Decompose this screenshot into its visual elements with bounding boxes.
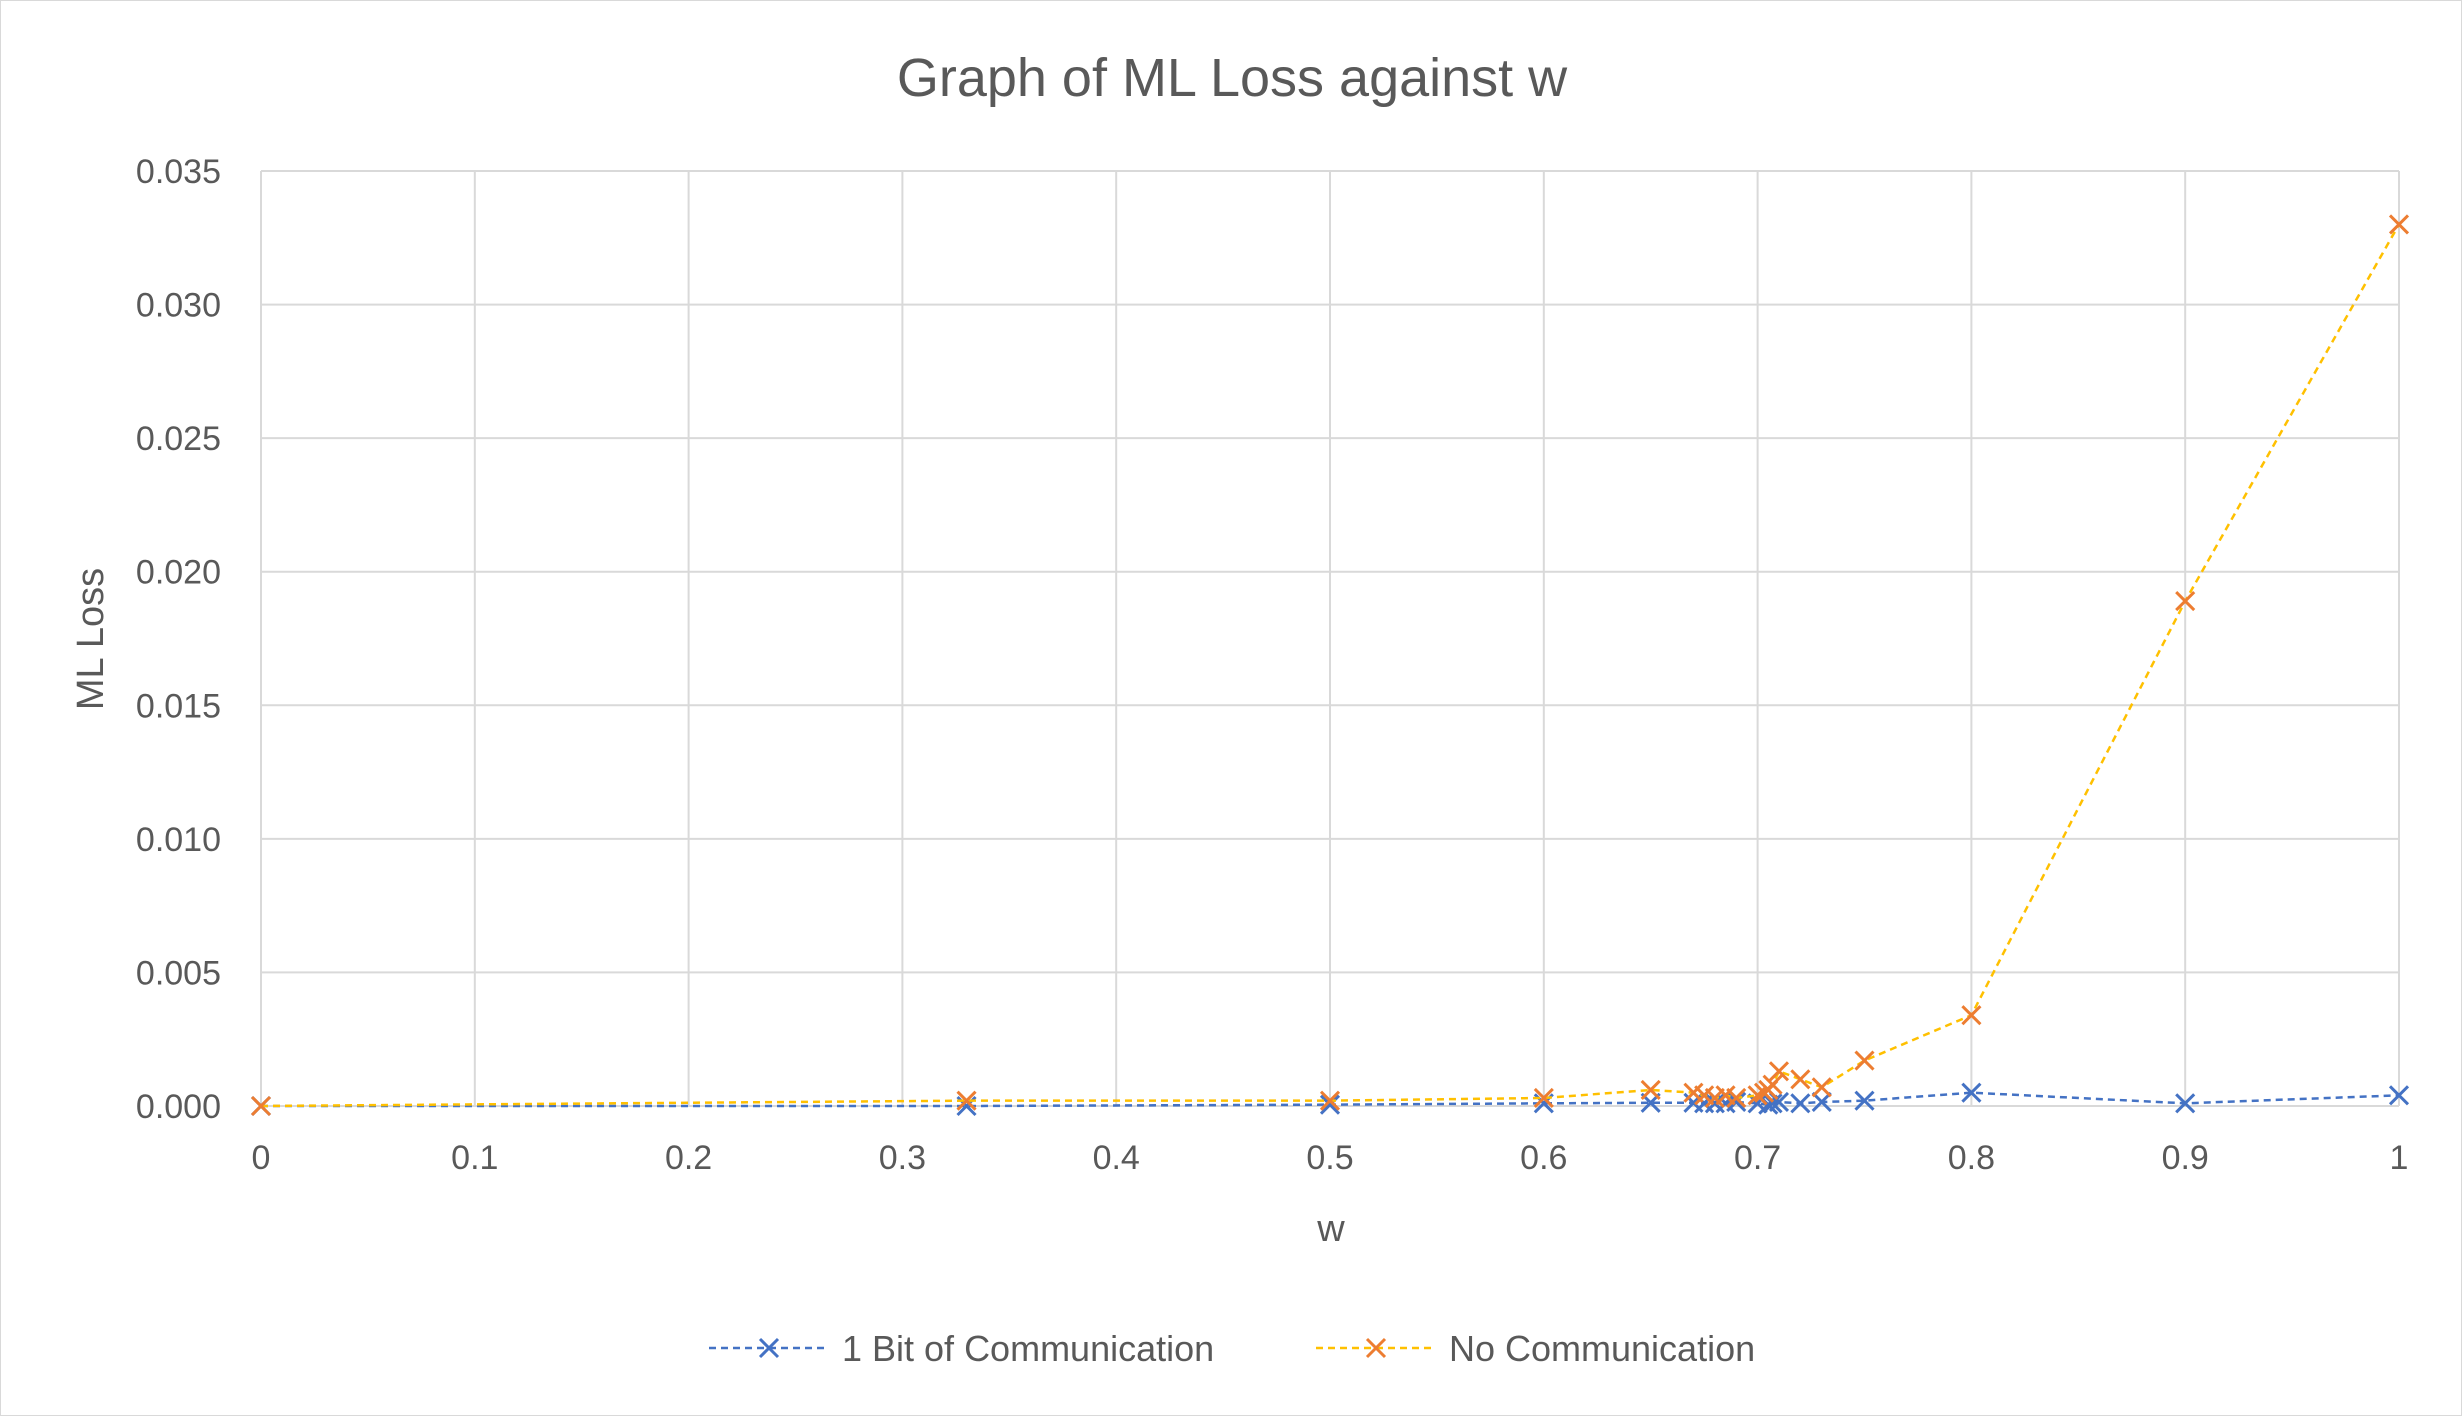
data-point [1854,1050,1875,1071]
legend-label: 1 Bit of Communication [842,1328,1214,1369]
data-point [1747,1085,1768,1106]
marker-stroke [1747,1093,1768,1114]
data-point [250,1095,272,1117]
x-tick-labels: 0 0.1 0.2 0.3 0.4 0.5 0.6 0.7 0.8 0.9 1 [252,1139,2409,1177]
data-point [1640,1079,1661,1101]
x-axis-label: w [1316,1208,1345,1250]
data-point [2388,214,2410,235]
marker-stroke [1365,1337,1387,1359]
marker-stroke [2388,214,2410,235]
marker-stroke [1640,1079,1661,1101]
y-tick-label: 0.005 [136,954,221,992]
data-point [1790,1069,1811,1090]
marker-stroke [250,1095,272,1117]
series-1 [250,214,2410,1117]
data-point [1762,1074,1783,1095]
legend: 1 Bit of Communication No Communication [709,1328,1755,1369]
marker-stroke [1319,1090,1341,1111]
marker-stroke [1790,1093,1811,1114]
legend-item-1: No Communication [1316,1328,1755,1369]
marker-stroke [1715,1085,1736,1106]
data-point [2175,591,2196,612]
data-point [1961,1082,1982,1103]
marker-stroke [1726,1087,1747,1109]
x-tick-label: 0.9 [2162,1139,2209,1177]
marker-stroke [758,1337,780,1359]
marker-stroke [1854,1090,1875,1111]
legend-label: No Communication [1449,1328,1755,1369]
data-point [1768,1061,1790,1082]
series-line [261,1091,2400,1108]
x-tick-label: 0.1 [451,1139,498,1177]
y-tick-label: 0.020 [136,554,221,592]
marker-stroke [1747,1085,1768,1106]
marker-stroke [1790,1069,1811,1090]
marker-stroke [1961,1082,1982,1103]
marker-stroke [1811,1077,1832,1098]
x-tick-label: 0.4 [1093,1139,1140,1177]
data-point [1961,1005,1982,1026]
data-point [956,1090,977,1111]
y-tick-label: 0.035 [136,153,221,191]
marker-stroke [1726,1091,1747,1113]
x-tick-label: 0.7 [1734,1139,1781,1177]
data-point [1533,1087,1554,1109]
data-point [1726,1087,1747,1109]
data-point [1811,1077,1832,1098]
data-point [1762,1093,1783,1114]
marker-stroke [1961,1005,1982,1026]
marker-stroke [1533,1087,1554,1109]
data-point [1811,1091,1832,1113]
x-tick-label: 0.2 [665,1139,712,1177]
y-tick-labels: 0.000 0.005 0.010 0.015 0.020 0.025 0.030 0.035 [136,153,221,1126]
marker-stroke [2175,1093,2196,1114]
series-line [260,223,2401,1108]
y-tick-label: 0.015 [136,687,221,725]
marker-stroke [1319,1094,1341,1115]
series-layer [250,214,2410,1117]
marker-stroke [1762,1074,1783,1095]
y-axis-label: ML Loss [70,568,112,710]
y-tick-label: 0.025 [136,420,221,458]
marker-stroke [2388,1085,2410,1106]
marker-stroke [1683,1082,1704,1103]
data-point [2175,1093,2196,1114]
marker-stroke [1811,1091,1832,1113]
y-tick-label: 0.000 [136,1088,221,1126]
chart-title: Graph of ML Loss against w [897,48,1568,108]
marker-stroke [1762,1093,1783,1114]
data-point [1854,1090,1875,1111]
x-tick-label: 1 [2390,1139,2409,1177]
data-point [1319,1094,1341,1115]
marker-stroke [956,1090,977,1111]
x-tick-label: 0.3 [879,1139,926,1177]
x-tick-label: 0.6 [1520,1139,1567,1177]
data-point [1790,1093,1811,1114]
data-point [1319,1090,1341,1111]
grid [260,170,2400,1107]
x-tick-label: 0.8 [1948,1139,1995,1177]
marker-stroke [1854,1050,1875,1071]
marker-stroke [1768,1091,1790,1113]
marker-stroke [1768,1061,1790,1082]
x-tick-label: 0.5 [1306,1139,1353,1177]
y-tick-label: 0.030 [136,287,221,325]
legend-marker [758,1337,780,1359]
y-tick-label: 0.010 [136,821,221,859]
marker-stroke [2175,591,2196,612]
x-tick-label: 0 [252,1139,271,1177]
marker-stroke [1694,1085,1715,1106]
legend-item-0: 1 Bit of Communication [709,1328,1214,1369]
legend-marker [1365,1337,1387,1359]
data-point [2388,1085,2410,1106]
